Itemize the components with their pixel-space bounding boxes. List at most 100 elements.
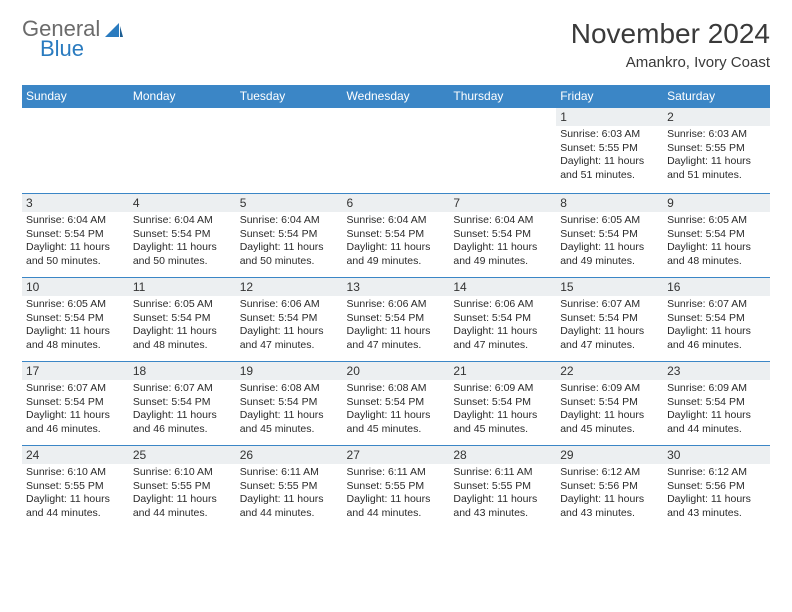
dow-header: Sunday [22,85,129,108]
calendar-cell: 11Sunrise: 6:05 AMSunset: 5:54 PMDayligh… [129,278,236,362]
calendar-row: 3Sunrise: 6:04 AMSunset: 5:54 PMDaylight… [22,194,770,278]
day-number: 11 [129,278,236,296]
day-number: 29 [556,446,663,464]
day-number: 12 [236,278,343,296]
calendar-cell: 27Sunrise: 6:11 AMSunset: 5:55 PMDayligh… [343,446,450,530]
calendar-cell: 13Sunrise: 6:06 AMSunset: 5:54 PMDayligh… [343,278,450,362]
calendar-cell: 19Sunrise: 6:08 AMSunset: 5:54 PMDayligh… [236,362,343,446]
day-details: Sunrise: 6:09 AMSunset: 5:54 PMDaylight:… [556,380,663,441]
calendar-head: SundayMondayTuesdayWednesdayThursdayFrid… [22,85,770,108]
calendar-cell [129,108,236,194]
calendar-row: 24Sunrise: 6:10 AMSunset: 5:55 PMDayligh… [22,446,770,530]
day-number: 20 [343,362,450,380]
day-number: 9 [663,194,770,212]
day-details: Sunrise: 6:10 AMSunset: 5:55 PMDaylight:… [22,464,129,525]
day-details: Sunrise: 6:03 AMSunset: 5:55 PMDaylight:… [663,126,770,187]
day-number: 27 [343,446,450,464]
day-number: 17 [22,362,129,380]
day-number: 6 [343,194,450,212]
dow-header: Monday [129,85,236,108]
day-details: Sunrise: 6:04 AMSunset: 5:54 PMDaylight:… [236,212,343,273]
day-details: Sunrise: 6:05 AMSunset: 5:54 PMDaylight:… [663,212,770,273]
day-details: Sunrise: 6:08 AMSunset: 5:54 PMDaylight:… [343,380,450,441]
day-details: Sunrise: 6:07 AMSunset: 5:54 PMDaylight:… [556,296,663,357]
day-number: 18 [129,362,236,380]
day-number: 24 [22,446,129,464]
calendar-cell: 3Sunrise: 6:04 AMSunset: 5:54 PMDaylight… [22,194,129,278]
calendar-title: November 2024 [571,18,770,50]
day-details: Sunrise: 6:08 AMSunset: 5:54 PMDaylight:… [236,380,343,441]
day-number: 15 [556,278,663,296]
calendar-cell [343,108,450,194]
calendar-cell: 18Sunrise: 6:07 AMSunset: 5:54 PMDayligh… [129,362,236,446]
calendar-cell: 7Sunrise: 6:04 AMSunset: 5:54 PMDaylight… [449,194,556,278]
day-number: 25 [129,446,236,464]
calendar-row: 1Sunrise: 6:03 AMSunset: 5:55 PMDaylight… [22,108,770,194]
day-details: Sunrise: 6:11 AMSunset: 5:55 PMDaylight:… [236,464,343,525]
logo-blue: Blue [40,38,84,60]
dow-header: Friday [556,85,663,108]
day-details: Sunrise: 6:07 AMSunset: 5:54 PMDaylight:… [22,380,129,441]
calendar-cell: 9Sunrise: 6:05 AMSunset: 5:54 PMDaylight… [663,194,770,278]
day-number: 2 [663,108,770,126]
calendar-cell: 25Sunrise: 6:10 AMSunset: 5:55 PMDayligh… [129,446,236,530]
day-details: Sunrise: 6:09 AMSunset: 5:54 PMDaylight:… [449,380,556,441]
calendar-cell: 21Sunrise: 6:09 AMSunset: 5:54 PMDayligh… [449,362,556,446]
day-details: Sunrise: 6:11 AMSunset: 5:55 PMDaylight:… [343,464,450,525]
calendar-cell [449,108,556,194]
dow-header: Saturday [663,85,770,108]
day-details: Sunrise: 6:04 AMSunset: 5:54 PMDaylight:… [22,212,129,273]
day-details: Sunrise: 6:04 AMSunset: 5:54 PMDaylight:… [129,212,236,273]
day-number: 16 [663,278,770,296]
calendar-row: 17Sunrise: 6:07 AMSunset: 5:54 PMDayligh… [22,362,770,446]
day-details: Sunrise: 6:04 AMSunset: 5:54 PMDaylight:… [343,212,450,273]
calendar-cell: 23Sunrise: 6:09 AMSunset: 5:54 PMDayligh… [663,362,770,446]
calendar-cell [236,108,343,194]
day-details: Sunrise: 6:07 AMSunset: 5:54 PMDaylight:… [663,296,770,357]
day-number: 21 [449,362,556,380]
calendar-row: 10Sunrise: 6:05 AMSunset: 5:54 PMDayligh… [22,278,770,362]
calendar-cell: 8Sunrise: 6:05 AMSunset: 5:54 PMDaylight… [556,194,663,278]
day-details: Sunrise: 6:07 AMSunset: 5:54 PMDaylight:… [129,380,236,441]
calendar-cell: 17Sunrise: 6:07 AMSunset: 5:54 PMDayligh… [22,362,129,446]
calendar-cell: 16Sunrise: 6:07 AMSunset: 5:54 PMDayligh… [663,278,770,362]
calendar-cell: 10Sunrise: 6:05 AMSunset: 5:54 PMDayligh… [22,278,129,362]
calendar-cell: 24Sunrise: 6:10 AMSunset: 5:55 PMDayligh… [22,446,129,530]
day-details: Sunrise: 6:09 AMSunset: 5:54 PMDaylight:… [663,380,770,441]
calendar-cell: 28Sunrise: 6:11 AMSunset: 5:55 PMDayligh… [449,446,556,530]
calendar-body: 1Sunrise: 6:03 AMSunset: 5:55 PMDaylight… [22,108,770,530]
logo-line2: Blue [22,38,84,60]
dow-header: Thursday [449,85,556,108]
day-number: 14 [449,278,556,296]
calendar-cell: 30Sunrise: 6:12 AMSunset: 5:56 PMDayligh… [663,446,770,530]
day-details: Sunrise: 6:04 AMSunset: 5:54 PMDaylight:… [449,212,556,273]
day-details: Sunrise: 6:05 AMSunset: 5:54 PMDaylight:… [129,296,236,357]
header: General November 2024 Amankro, Ivory Coa… [22,18,770,71]
calendar-cell [22,108,129,194]
day-number: 19 [236,362,343,380]
calendar-cell: 29Sunrise: 6:12 AMSunset: 5:56 PMDayligh… [556,446,663,530]
calendar-cell: 12Sunrise: 6:06 AMSunset: 5:54 PMDayligh… [236,278,343,362]
day-number: 7 [449,194,556,212]
day-number: 5 [236,194,343,212]
calendar-cell: 5Sunrise: 6:04 AMSunset: 5:54 PMDaylight… [236,194,343,278]
day-number: 10 [22,278,129,296]
day-number: 3 [22,194,129,212]
day-number: 22 [556,362,663,380]
day-number: 28 [449,446,556,464]
day-number: 26 [236,446,343,464]
calendar-cell: 1Sunrise: 6:03 AMSunset: 5:55 PMDaylight… [556,108,663,194]
day-details: Sunrise: 6:06 AMSunset: 5:54 PMDaylight:… [343,296,450,357]
day-details: Sunrise: 6:10 AMSunset: 5:55 PMDaylight:… [129,464,236,525]
title-block: November 2024 Amankro, Ivory Coast [571,18,770,71]
calendar-cell: 2Sunrise: 6:03 AMSunset: 5:55 PMDaylight… [663,108,770,194]
calendar-cell: 22Sunrise: 6:09 AMSunset: 5:54 PMDayligh… [556,362,663,446]
calendar-table: SundayMondayTuesdayWednesdayThursdayFrid… [22,85,770,530]
day-number: 1 [556,108,663,126]
day-number: 30 [663,446,770,464]
calendar-cell: 6Sunrise: 6:04 AMSunset: 5:54 PMDaylight… [343,194,450,278]
day-details: Sunrise: 6:05 AMSunset: 5:54 PMDaylight:… [22,296,129,357]
day-number: 8 [556,194,663,212]
calendar-cell: 14Sunrise: 6:06 AMSunset: 5:54 PMDayligh… [449,278,556,362]
day-details: Sunrise: 6:06 AMSunset: 5:54 PMDaylight:… [236,296,343,357]
